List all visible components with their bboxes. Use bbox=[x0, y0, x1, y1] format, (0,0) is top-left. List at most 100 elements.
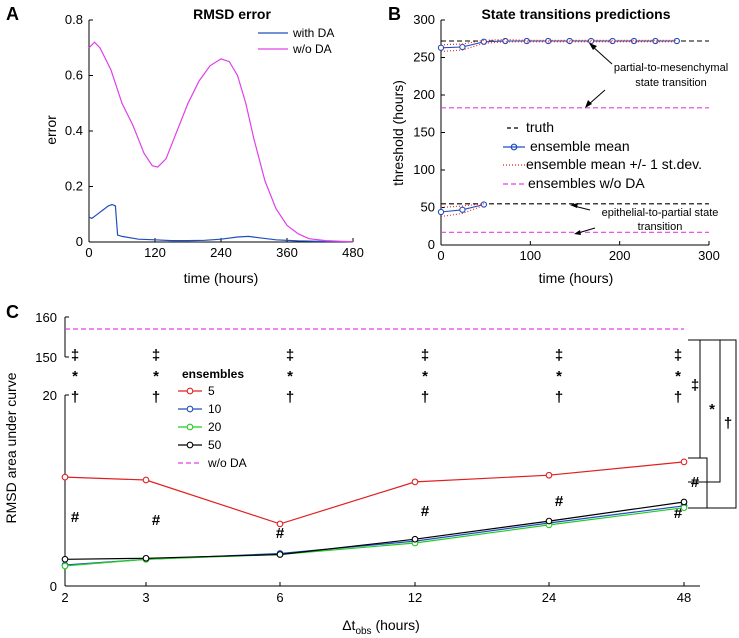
legend-w-o-da-label: w/o DA bbox=[207, 456, 247, 470]
series-20-point bbox=[61, 562, 69, 570]
series-ensemble-mean-point bbox=[652, 37, 659, 45]
series-ensemble-mean-1-st-dev--y-upper bbox=[440, 38, 677, 46]
series-ensemble-mean-line bbox=[440, 40, 677, 49]
annotation-lower-arrowhead-2 bbox=[574, 230, 581, 235]
x-tick-label: 0 bbox=[437, 248, 444, 263]
y-tick-label: 0.6 bbox=[65, 68, 83, 83]
panel-a-xlabel: time (hours) bbox=[184, 270, 259, 286]
bracket-label-dagger: † bbox=[724, 415, 732, 432]
significance-marker-hash: # bbox=[71, 509, 80, 526]
series-5-point bbox=[680, 458, 688, 466]
annotation-upper-arrow bbox=[591, 45, 613, 65]
panel-b-chart: State transitions predictions time (hour… bbox=[390, 6, 728, 286]
y-tick-label: 300 bbox=[413, 12, 435, 27]
bracket-label-hash: # bbox=[691, 474, 700, 491]
panel-c-chart: Δtobs (hours) RMSD area under curve 2 3 6 1… bbox=[3, 310, 737, 637]
x-tick-label: 48 bbox=[677, 590, 691, 605]
panel-a-title: RMSD error bbox=[193, 6, 271, 22]
panel-letter-c: C bbox=[6, 302, 19, 322]
series-ensemble-mean-1-st-dev--y-lower bbox=[440, 204, 485, 218]
legend-marker-ensemble-mean bbox=[510, 143, 518, 151]
panel-c-brackets: ‡ * † # bbox=[688, 339, 737, 509]
panel-c-lines bbox=[61, 328, 688, 570]
series-line-with-da bbox=[88, 203, 354, 243]
significance-marker-top: ‡ bbox=[71, 347, 79, 364]
series-50-point bbox=[680, 498, 688, 506]
significance-marker-hash: # bbox=[152, 512, 161, 529]
annotation-upper-line1: partial-to-mesenchymal bbox=[614, 62, 728, 74]
bracket-hash bbox=[688, 457, 708, 509]
y-tick-label: 160 bbox=[35, 310, 57, 325]
series-50-point bbox=[276, 551, 284, 558]
significance-marker-top: † bbox=[555, 389, 563, 406]
series-ensemble-mean-point bbox=[459, 43, 466, 51]
legend-10-marker bbox=[186, 405, 194, 413]
panel-c-ylabel: RMSD area under curve bbox=[3, 372, 19, 523]
annotation-upper-arrowhead-2 bbox=[585, 100, 592, 108]
legend-label-ensemble-mean: ensemble mean bbox=[530, 138, 630, 154]
x-tick-label: 300 bbox=[698, 248, 720, 263]
significance-marker-top: * bbox=[675, 368, 681, 385]
x-tick-label: 240 bbox=[210, 245, 232, 260]
significance-marker-top: † bbox=[674, 389, 682, 406]
significance-marker-top: † bbox=[71, 389, 79, 406]
legend-20-marker bbox=[186, 423, 194, 431]
annotation-lower-line2: transition bbox=[638, 221, 683, 233]
y-tick-label: 250 bbox=[413, 50, 435, 65]
annotation-lower-line1: epithelial-to-partial state bbox=[602, 207, 719, 219]
x-tick-label: 2 bbox=[61, 590, 68, 605]
panel-c-significance: ‡ * † ‡ * † ‡ * † ‡ * † ‡ * † ‡ * † # # # # # # bbox=[71, 347, 683, 542]
bracket-double-dagger bbox=[688, 339, 701, 459]
panel-letter-a: A bbox=[6, 4, 19, 24]
x-tick-label: 120 bbox=[144, 245, 166, 260]
annotation-upper-arrowhead bbox=[589, 43, 597, 50]
series-5-line bbox=[64, 461, 685, 525]
annotation-lower-arrowhead bbox=[570, 203, 578, 208]
panel-a-ylabel: error bbox=[43, 115, 59, 145]
y-tick-label: 150 bbox=[35, 350, 57, 365]
panel-b-lines bbox=[437, 37, 709, 233]
x-tick-label: 24 bbox=[542, 590, 556, 605]
series-50-point bbox=[411, 535, 419, 543]
series-20-point bbox=[680, 504, 688, 512]
significance-marker-hash: # bbox=[674, 505, 683, 522]
significance-marker-top: ‡ bbox=[286, 347, 294, 364]
y-tick-label: 0 bbox=[76, 234, 83, 249]
significance-marker-top: † bbox=[152, 389, 160, 406]
x-tick-label: 200 bbox=[609, 248, 631, 263]
y-tick-label: 20 bbox=[43, 388, 57, 403]
significance-marker-top: ‡ bbox=[421, 347, 429, 364]
annotation-upper-line2: state transition bbox=[635, 77, 707, 89]
significance-marker-top: * bbox=[72, 368, 78, 385]
series-50-line bbox=[64, 501, 685, 560]
series-ensemble-mean-point bbox=[673, 37, 680, 45]
panel-a-lines bbox=[88, 41, 354, 243]
significance-marker-hash: # bbox=[555, 493, 564, 510]
x-tick-label: 3 bbox=[142, 590, 149, 605]
legend-10-label: 10 bbox=[208, 402, 222, 416]
series-5-point bbox=[61, 473, 69, 481]
series-5-point bbox=[411, 478, 419, 486]
significance-marker-top: ‡ bbox=[152, 347, 160, 364]
series-ensemble-mean-point bbox=[566, 37, 573, 45]
panel-c-xlabel-sub: obs bbox=[355, 626, 371, 637]
annotation-upper-arrow-2 bbox=[587, 89, 606, 106]
y-tick-label: 0.2 bbox=[65, 179, 83, 194]
panel-c-xlabel-delta: Δt bbox=[342, 617, 355, 633]
legend-50-marker bbox=[186, 441, 194, 449]
series-line-w-o-da bbox=[88, 41, 354, 243]
significance-marker-top: ‡ bbox=[555, 347, 563, 364]
panel-letter-b: B bbox=[388, 4, 401, 24]
significance-marker-top: * bbox=[422, 368, 428, 385]
panel-b-legend: truth ensemble mean ensemble mean +/- 1 … bbox=[503, 119, 702, 191]
series-50-point bbox=[142, 554, 150, 562]
bracket-label-star: * bbox=[709, 401, 715, 418]
series-ensemble-mean-point bbox=[459, 206, 466, 213]
legend-5-marker bbox=[186, 387, 194, 395]
legend-title-ensembles: ensembles bbox=[182, 367, 244, 381]
legend-50-label: 50 bbox=[208, 438, 222, 452]
panel-a-legend: with DA w/o DA bbox=[258, 26, 334, 56]
series-ensemble-mean-point bbox=[545, 37, 552, 45]
legend-label-with-da: with DA bbox=[292, 26, 334, 40]
